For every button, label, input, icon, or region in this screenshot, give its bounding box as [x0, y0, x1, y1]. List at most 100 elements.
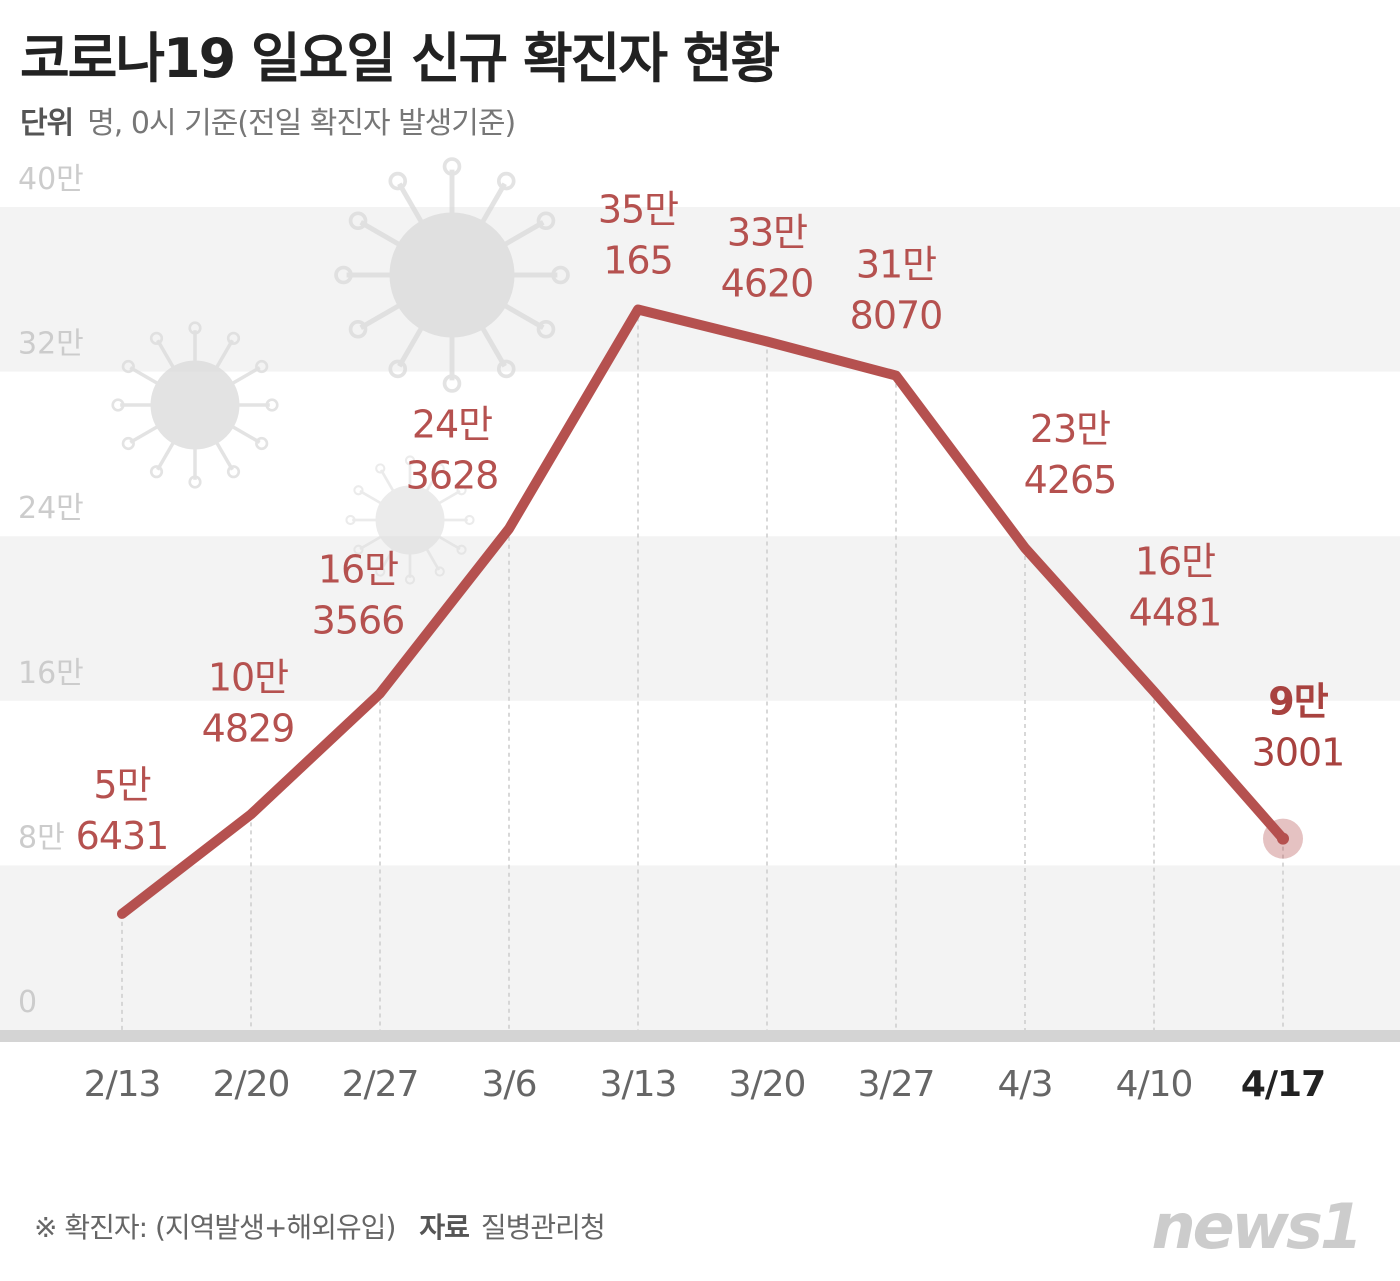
virus-spike	[215, 339, 234, 368]
virus-decoration-icon	[334, 157, 570, 393]
virus-spike-tip	[188, 321, 202, 335]
virus-spike	[359, 535, 382, 551]
virus-decoration-icon	[345, 455, 475, 585]
data-label: 4265	[1024, 458, 1117, 502]
virus-spike	[504, 220, 545, 247]
data-label: 4829	[202, 706, 295, 750]
data-label: 31만	[856, 243, 936, 287]
virus-spike-tip	[464, 514, 475, 526]
virus-spike-tip	[434, 566, 445, 577]
virus-spike-tip	[388, 171, 408, 191]
virus-spike-tip	[536, 211, 556, 231]
x-tick-label: 2/20	[213, 1064, 290, 1105]
x-tick-label: 4/17	[1241, 1064, 1325, 1105]
virus-decoration-icon	[111, 321, 279, 489]
virus-spike	[397, 182, 424, 223]
virus-spike	[232, 425, 261, 444]
virus-spike	[425, 469, 441, 492]
y-tick-label: 16만	[18, 656, 84, 691]
x-tick-label: 4/10	[1116, 1064, 1193, 1105]
virus-spike	[379, 548, 395, 571]
x-tick-label: 3/13	[600, 1064, 677, 1105]
y-tick-label: 32만	[18, 327, 84, 362]
virus-spike	[232, 366, 261, 385]
data-label: 23만	[1030, 407, 1110, 451]
virus-spike	[480, 327, 507, 368]
virus-spike	[438, 489, 461, 505]
y-tick-label: 24만	[18, 491, 84, 526]
virus-spike-tip	[121, 359, 135, 374]
virus-body	[389, 212, 515, 338]
unit-text: 명, 0시 기준(전일 확진자 발생기준)	[87, 106, 516, 141]
virus-spike	[480, 182, 507, 223]
data-label: 165	[603, 239, 673, 283]
x-tick-label: 2/13	[84, 1064, 161, 1105]
data-label: 4620	[721, 262, 814, 306]
virus-spike-tip	[188, 475, 202, 489]
x-tick-label: 3/20	[729, 1064, 806, 1105]
chart-title: 코로나19 일요일 신규 확진자 현황	[20, 27, 780, 90]
data-label: 9만	[1268, 680, 1328, 724]
x-tick-label: 3/6	[482, 1064, 537, 1105]
virus-spike	[425, 548, 441, 571]
virus-spike	[359, 220, 400, 247]
virus-spike-tip	[404, 455, 416, 466]
data-label: 16만	[1135, 540, 1215, 584]
virus-spike-tip	[388, 359, 408, 379]
grid-band	[0, 536, 1400, 701]
virus-spike	[379, 469, 395, 492]
virus-spike-tip	[348, 211, 368, 231]
y-tick-label: 8만	[18, 820, 65, 855]
grid-band	[0, 865, 1400, 1030]
virus-spike-tip	[442, 157, 462, 176]
virus-spike-tip	[255, 436, 269, 451]
virus-spike-tip	[121, 436, 135, 451]
data-label: 4481	[1129, 591, 1222, 635]
virus-spike-tip	[111, 398, 125, 412]
virus-spike-tip	[434, 463, 445, 474]
virus-spike	[129, 366, 158, 385]
virus-spike	[397, 327, 424, 368]
virus-spike-tip	[345, 514, 356, 526]
virus-spike	[156, 442, 175, 471]
virus-spike	[504, 303, 545, 330]
virus-spike-tip	[404, 574, 416, 585]
grid-band	[0, 207, 1400, 372]
virus-spike-tip	[375, 566, 386, 577]
data-label: 5만	[93, 763, 150, 807]
virus-spike-tip	[265, 398, 279, 412]
data-label: 33만	[727, 211, 807, 255]
data-label: 3001	[1252, 731, 1345, 775]
virus-spike-tip	[551, 265, 570, 285]
y-tick-label: 0	[18, 985, 37, 1020]
virus-spike-tip	[456, 544, 467, 555]
footer: ※ 확진자: (지역발생+해외유입) 자료 질병관리청	[34, 1206, 606, 1246]
unit-subtitle: 단위 명, 0시 기준(전일 확진자 발생기준)	[20, 98, 516, 142]
virus-spike-tip	[149, 465, 164, 479]
data-label: 3566	[312, 598, 405, 642]
data-label: 6431	[76, 814, 169, 858]
series-line	[117, 304, 1288, 919]
virus-spike-tip	[149, 331, 164, 345]
y-tick-label: 40만	[18, 162, 84, 197]
virus-spike-tip	[536, 319, 556, 339]
virus-spike-tip	[226, 331, 241, 345]
x-tick-label: 3/27	[858, 1064, 935, 1105]
footer-note: ※ 확진자: (지역발생+해외유입)	[34, 1211, 396, 1244]
data-label: 8070	[850, 294, 943, 338]
data-label: 10만	[208, 655, 288, 699]
virus-spike	[359, 489, 382, 505]
unit-label: 단위	[20, 106, 74, 141]
source-label: 자료	[419, 1211, 470, 1244]
virus-spike-tip	[456, 485, 467, 496]
source-name: 질병관리청	[480, 1211, 606, 1244]
virus-spike-tip	[255, 359, 269, 374]
virus-body	[150, 360, 240, 450]
virus-spike	[359, 303, 400, 330]
virus-spike	[215, 442, 234, 471]
virus-spike-tip	[496, 359, 516, 379]
virus-spike-tip	[348, 319, 368, 339]
data-point	[1277, 832, 1289, 845]
virus-spike-tip	[353, 485, 364, 496]
